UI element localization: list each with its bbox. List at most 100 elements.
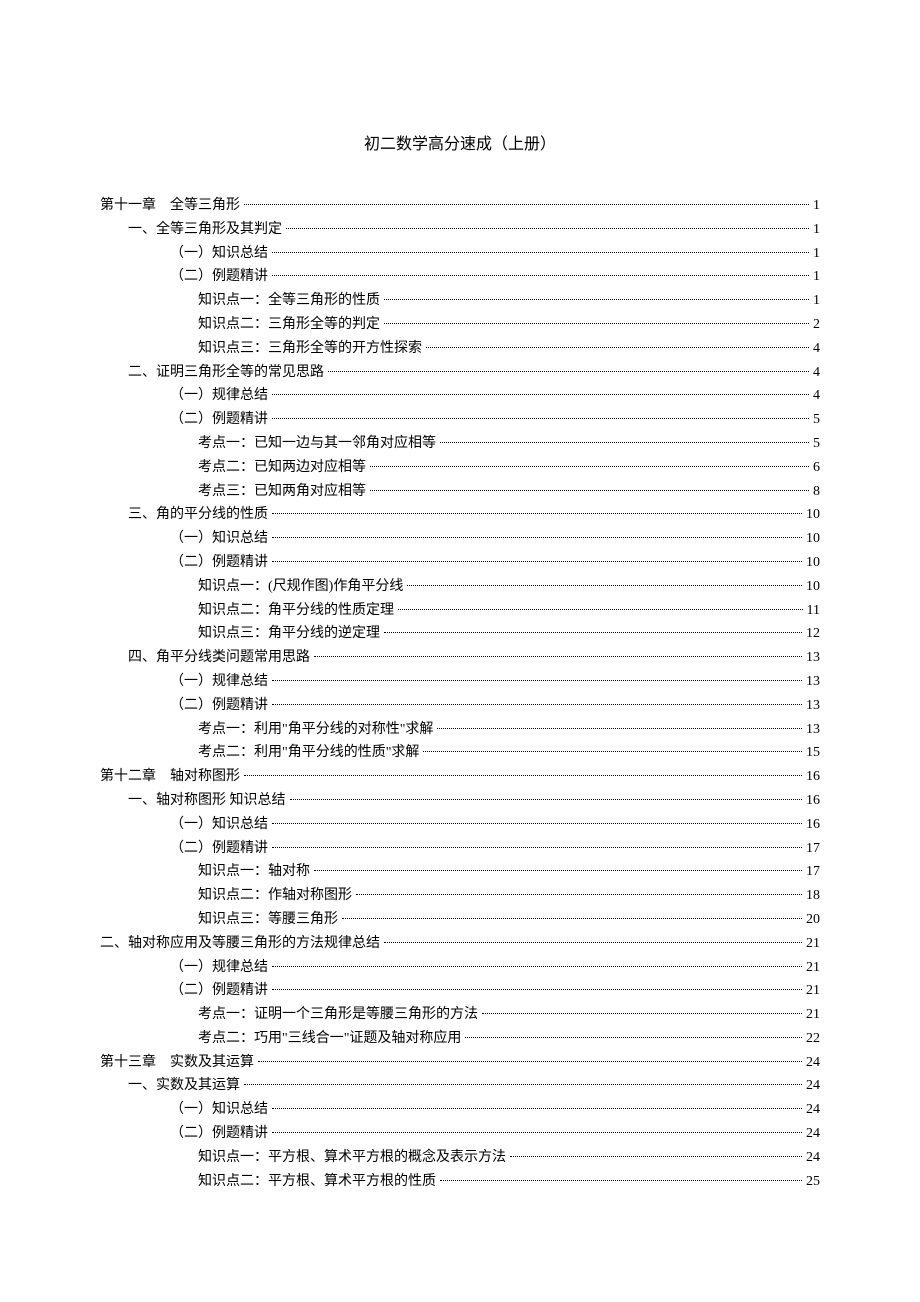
toc-entry: 二、轴对称应用及等腰三角形的方法规律总结 21 [100, 932, 820, 956]
toc-entry-label: （一）知识总结 [170, 527, 268, 551]
toc-entry-label: 考点一：已知一边与其一邻角对应相等 [198, 432, 436, 456]
toc-entry-label: 知识点二：三角形全等的判定 [198, 313, 380, 337]
toc-entry: 知识点一：(尺规作图)作角平分线10 [100, 575, 820, 599]
toc-leader-dots [272, 394, 809, 395]
toc-entry-page: 24 [806, 1122, 820, 1146]
toc-entry-label: （二）例题精讲 [170, 265, 268, 289]
toc-entry: 第十二章 轴对称图形16 [100, 765, 820, 789]
toc-entry: （二）例题精讲 5 [100, 408, 820, 432]
toc-entry-page: 1 [813, 265, 820, 289]
toc-entry: （一）知识总结16 [100, 813, 820, 837]
toc-entry-page: 24 [806, 1051, 820, 1075]
toc-entry-label: （二）例题精讲 [170, 408, 268, 432]
toc-entry-page: 16 [806, 813, 820, 837]
toc-leader-dots [384, 299, 809, 300]
toc-entry-page: 13 [806, 694, 820, 718]
toc-leader-dots [272, 680, 802, 681]
toc-entry-label: （二）例题精讲 [170, 979, 268, 1003]
toc-entry: 考点三：已知两角对应相等8 [100, 480, 820, 504]
toc-entry-page: 18 [806, 884, 820, 908]
toc-leader-dots [272, 989, 802, 990]
toc-entry: （二）例题精讲21 [100, 979, 820, 1003]
toc-leader-dots [244, 775, 802, 776]
toc-entry: 考点一：已知一边与其一邻角对应相等 5 [100, 432, 820, 456]
toc-entry-page: 13 [806, 718, 820, 742]
toc-entry-label: 二、轴对称应用及等腰三角形的方法规律总结 [100, 932, 380, 956]
toc-entry: 知识点二：三角形全等的判定2 [100, 313, 820, 337]
toc-entry-label: 知识点三：三角形全等的开方性探索 [198, 337, 422, 361]
toc-leader-dots [398, 609, 803, 610]
toc-leader-dots [272, 1132, 802, 1133]
toc-entry-page: 10 [806, 575, 820, 599]
toc-entry-page: 13 [806, 646, 820, 670]
toc-entry-label: 知识点一：全等三角形的性质 [198, 289, 380, 313]
toc-entry: 第十一章 全等三角形1 [100, 194, 820, 218]
toc-entry: 第十三章 实数及其运算 24 [100, 1051, 820, 1075]
toc-entry: 二、证明三角形全等的常见思路4 [100, 361, 820, 385]
toc-leader-dots [272, 418, 809, 419]
toc-entry-page: 6 [813, 456, 820, 480]
toc-entry: 考点二：利用"角平分线的性质"求解15 [100, 741, 820, 765]
toc-entry-page: 8 [813, 480, 820, 504]
toc-entry: 考点一：利用"角平分线的对称性"求解 13 [100, 718, 820, 742]
toc-entry: （二）例题精讲 17 [100, 837, 820, 861]
toc-leader-dots [244, 1084, 802, 1085]
toc-entry-label: （二）例题精讲 [170, 694, 268, 718]
toc-entry-label: 知识点三：角平分线的逆定理 [198, 622, 380, 646]
toc-entry-label: 知识点一：轴对称 [198, 860, 310, 884]
toc-entry-label: 知识点一：平方根、算术平方根的概念及表示方法 [198, 1146, 506, 1170]
toc-entry: 一、实数及其运算24 [100, 1074, 820, 1098]
toc-leader-dots [272, 513, 802, 514]
toc-entry-page: 21 [806, 956, 820, 980]
toc-leader-dots [272, 275, 809, 276]
toc-leader-dots [272, 537, 802, 538]
toc-entry: （一）知识总结10 [100, 527, 820, 551]
toc-entry-label: （一）知识总结 [170, 1098, 268, 1122]
toc-entry-page: 1 [813, 218, 820, 242]
toc-entry: 一、轴对称图形 知识总结16 [100, 789, 820, 813]
toc-entry-page: 5 [813, 408, 820, 432]
toc-entry: 知识点三：等腰三角形20 [100, 908, 820, 932]
toc-entry-label: 第十三章 实数及其运算 [100, 1051, 254, 1075]
toc-leader-dots [272, 966, 802, 967]
toc-entry-label: 知识点三：等腰三角形 [198, 908, 338, 932]
toc-entry-label: 一、全等三角形及其判定 [128, 218, 282, 242]
toc-entry: （二）例题精讲24 [100, 1122, 820, 1146]
toc-leader-dots [314, 656, 802, 657]
toc-entry-label: 考点二：利用"角平分线的性质"求解 [198, 741, 419, 765]
toc-entry-page: 22 [806, 1027, 820, 1051]
toc-leader-dots [272, 252, 809, 253]
toc-entry: 考点一：证明一个三角形是等腰三角形的方法21 [100, 1003, 820, 1027]
toc-entry: 知识点一：全等三角形的性质 1 [100, 289, 820, 313]
toc-entry-page: 17 [806, 860, 820, 884]
toc-entry-label: 考点二：巧用"三线合一"证题及轴对称应用 [198, 1027, 461, 1051]
toc-entry-page: 4 [813, 337, 820, 361]
toc-entry: 考点二：已知两边对应相等6 [100, 456, 820, 480]
toc-entry-page: 5 [813, 432, 820, 456]
toc-entry: 知识点二：平方根、算术平方根的性质25 [100, 1170, 820, 1194]
toc-leader-dots [272, 847, 802, 848]
toc-entry-label: （一）规律总结 [170, 956, 268, 980]
toc-entry-label: 第十一章 全等三角形 [100, 194, 240, 218]
toc-entry-page: 12 [806, 622, 820, 646]
toc-entry-page: 10 [806, 503, 820, 527]
toc-entry-page: 24 [806, 1074, 820, 1098]
toc-entry-page: 1 [813, 289, 820, 313]
toc-entry: （二）例题精讲 13 [100, 694, 820, 718]
toc-leader-dots [465, 1037, 802, 1038]
toc-entry-label: 考点一：利用"角平分线的对称性"求解 [198, 718, 433, 742]
toc-leader-dots [342, 918, 802, 919]
toc-entry-page: 17 [806, 837, 820, 861]
toc-leader-dots [426, 347, 809, 348]
toc-entry-label: （二）例题精讲 [170, 551, 268, 575]
toc-entry: 知识点一：轴对称 17 [100, 860, 820, 884]
toc-entry-label: （二）例题精讲 [170, 837, 268, 861]
toc-entry-page: 21 [806, 932, 820, 956]
toc-entry-page: 4 [813, 361, 820, 385]
toc-leader-dots [328, 371, 809, 372]
toc-leader-dots [286, 228, 809, 229]
toc-leader-dots [384, 323, 809, 324]
toc-leader-dots [510, 1156, 802, 1157]
toc-entry: （一）知识总结1 [100, 242, 820, 266]
toc-entry: （一）规律总结 21 [100, 956, 820, 980]
